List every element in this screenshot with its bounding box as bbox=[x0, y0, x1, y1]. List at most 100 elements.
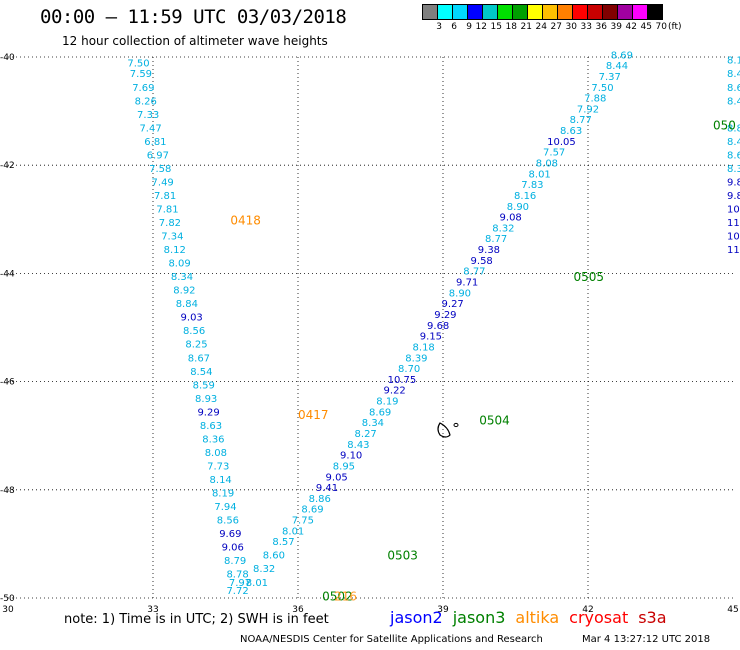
wave-height-value: 9.58 bbox=[471, 256, 493, 267]
lon-tick-label: 33 bbox=[147, 605, 158, 615]
lon-tick-label: 36 bbox=[292, 605, 304, 615]
legend-label: 3 bbox=[436, 22, 442, 32]
wave-height-value: 8.79 bbox=[224, 556, 246, 567]
wave-height-value: 7.72 bbox=[226, 586, 248, 597]
lon-tick-label: 39 bbox=[437, 605, 449, 615]
wave-height-value: 8.95 bbox=[333, 461, 355, 472]
wave-height-value: 8.32 bbox=[492, 223, 514, 234]
wave-height-value: 7.49 bbox=[152, 177, 174, 188]
wave-height-value: 7.57 bbox=[543, 148, 565, 159]
wave-height-value: 9.22 bbox=[384, 386, 406, 397]
wave-height-value: 8.27 bbox=[355, 429, 377, 440]
wave-height-value: 8.90 bbox=[449, 288, 471, 299]
satellite-name: jason2 bbox=[390, 608, 443, 627]
wave-height-value: 8.19 bbox=[376, 397, 398, 408]
wave-height-value: 8.12 bbox=[164, 245, 186, 256]
island-outline bbox=[437, 422, 451, 438]
wave-height-value: 9.29 bbox=[197, 407, 219, 418]
satellite-name: altika bbox=[515, 608, 560, 627]
legend-label: 9 bbox=[466, 22, 472, 32]
wave-height-value: 8.01 bbox=[529, 169, 551, 180]
wave-height-value: 8.70 bbox=[398, 364, 420, 375]
wave-height-value: 9.68 bbox=[427, 321, 449, 332]
wave-height-value: 8.77 bbox=[570, 115, 592, 126]
wave-height-value: 7.69 bbox=[132, 83, 154, 94]
wave-height-value: 7.59 bbox=[130, 69, 152, 80]
wave-height-value: 8.63 bbox=[727, 150, 740, 161]
wave-height-value: 8.43 bbox=[347, 440, 369, 451]
wave-height-value: 8.60 bbox=[263, 551, 285, 562]
wave-height-value: 10.7 bbox=[727, 232, 740, 243]
wave-height-value: 8.84 bbox=[176, 299, 198, 310]
wave-height-value: 7.88 bbox=[584, 94, 606, 105]
legend-label: 6 bbox=[451, 22, 457, 32]
lon-tick-label: 30 bbox=[2, 605, 14, 615]
pass-time-label: 0503 bbox=[387, 549, 418, 563]
legend-label: 33 bbox=[580, 22, 592, 32]
wave-height-value: 8.90 bbox=[507, 202, 529, 213]
wave-height-value: 7.83 bbox=[521, 180, 543, 191]
wave-height-value: 7.73 bbox=[207, 461, 229, 472]
wave-height-value: 10.05 bbox=[547, 137, 576, 148]
satellite-track: 8.018.328.608.578.017.758.698.869.419.05… bbox=[246, 50, 633, 603]
wave-height-value: 8.63 bbox=[560, 126, 582, 137]
wave-height-value: 7.97 bbox=[229, 578, 251, 589]
pass-time-label: 0417 bbox=[298, 408, 329, 422]
satellite-name: jason3 bbox=[452, 608, 506, 627]
wave-height-value: 7.50 bbox=[127, 58, 149, 69]
wave-height-value: 6.97 bbox=[147, 150, 169, 161]
wave-height-value: 7.82 bbox=[159, 218, 181, 229]
wave-height-value: 8.34 bbox=[362, 418, 384, 429]
wave-height-value: 8.08 bbox=[536, 158, 558, 169]
wave-height-value: 9.10 bbox=[340, 451, 362, 462]
wave-height-value: 10.75 bbox=[388, 375, 417, 386]
lat-tick-label: -46 bbox=[0, 378, 15, 388]
wave-height-value: 7.92 bbox=[577, 104, 599, 115]
wave-height-value: 7.81 bbox=[154, 191, 176, 202]
wave-height-value: 8.32 bbox=[253, 564, 275, 575]
wave-height-value: 8.63 bbox=[200, 421, 222, 432]
wave-height-value: 8.18 bbox=[413, 342, 435, 353]
wave-height-value: 8.77 bbox=[463, 267, 485, 278]
wave-height-value: 8.01 bbox=[282, 526, 304, 537]
wave-height-value: 8.92 bbox=[173, 286, 195, 297]
legend-label: 12 bbox=[475, 22, 487, 32]
wave-height-value: 8.34 bbox=[171, 272, 193, 283]
wave-height-value: 8.78 bbox=[226, 570, 248, 581]
wave-height-value: 8.19 bbox=[212, 489, 234, 500]
wave-height-value: 8.86 bbox=[309, 494, 331, 505]
wave-height-value: 8.39 bbox=[405, 353, 427, 364]
pass-time-label: 0502 bbox=[322, 589, 353, 603]
satellite-track: 7.507.59 7.69 8.26 7.33 7.47 6.81 6.97 7.58 7.49… bbox=[127, 58, 328, 596]
wave-height-value: 9.89 bbox=[727, 177, 740, 188]
wave-height-value: 8.39 bbox=[727, 164, 740, 175]
legend-label: 36 bbox=[595, 22, 607, 32]
credit-line: NOAA/NESDIS Center for Satellite Applica… bbox=[240, 634, 543, 645]
wave-height-value: 8.67 bbox=[188, 353, 210, 364]
lon-tick-label: 42 bbox=[582, 605, 593, 615]
wave-height-value: 6.81 bbox=[144, 137, 166, 148]
wave-height-value: 8.54 bbox=[190, 367, 212, 378]
satellite-name: s3a bbox=[638, 608, 667, 627]
wave-height-value: 7.50 bbox=[591, 83, 613, 94]
wave-height-value: 8.09 bbox=[168, 259, 190, 270]
satellite-name: cryosat bbox=[569, 608, 629, 627]
wave-height-value: 8.69 bbox=[369, 407, 391, 418]
wave-height-value: 8.08 bbox=[205, 448, 227, 459]
wave-height-value: 8.12 bbox=[727, 56, 740, 67]
islet-outline bbox=[453, 422, 459, 428]
legend-label: 27 bbox=[550, 22, 562, 32]
wave-height-value: 8.93 bbox=[195, 394, 217, 405]
wave-height-value: 7.47 bbox=[139, 123, 161, 134]
wave-height-value: 7.58 bbox=[149, 164, 171, 175]
wave-height-value: 8.56 bbox=[217, 516, 239, 527]
legend-label: 15 bbox=[490, 22, 502, 32]
wave-height-value: 8.82 bbox=[727, 123, 740, 134]
wave-height-value: 7.37 bbox=[599, 72, 621, 83]
wave-height-value: 7.75 bbox=[292, 516, 314, 527]
wave-height-value: 9.41 bbox=[316, 483, 338, 494]
lon-tick-label: 45 bbox=[727, 605, 738, 615]
legend-swatch bbox=[647, 4, 663, 20]
pass-time-label: 0504 bbox=[479, 413, 510, 427]
pass-time-label: 0505 bbox=[574, 270, 605, 284]
